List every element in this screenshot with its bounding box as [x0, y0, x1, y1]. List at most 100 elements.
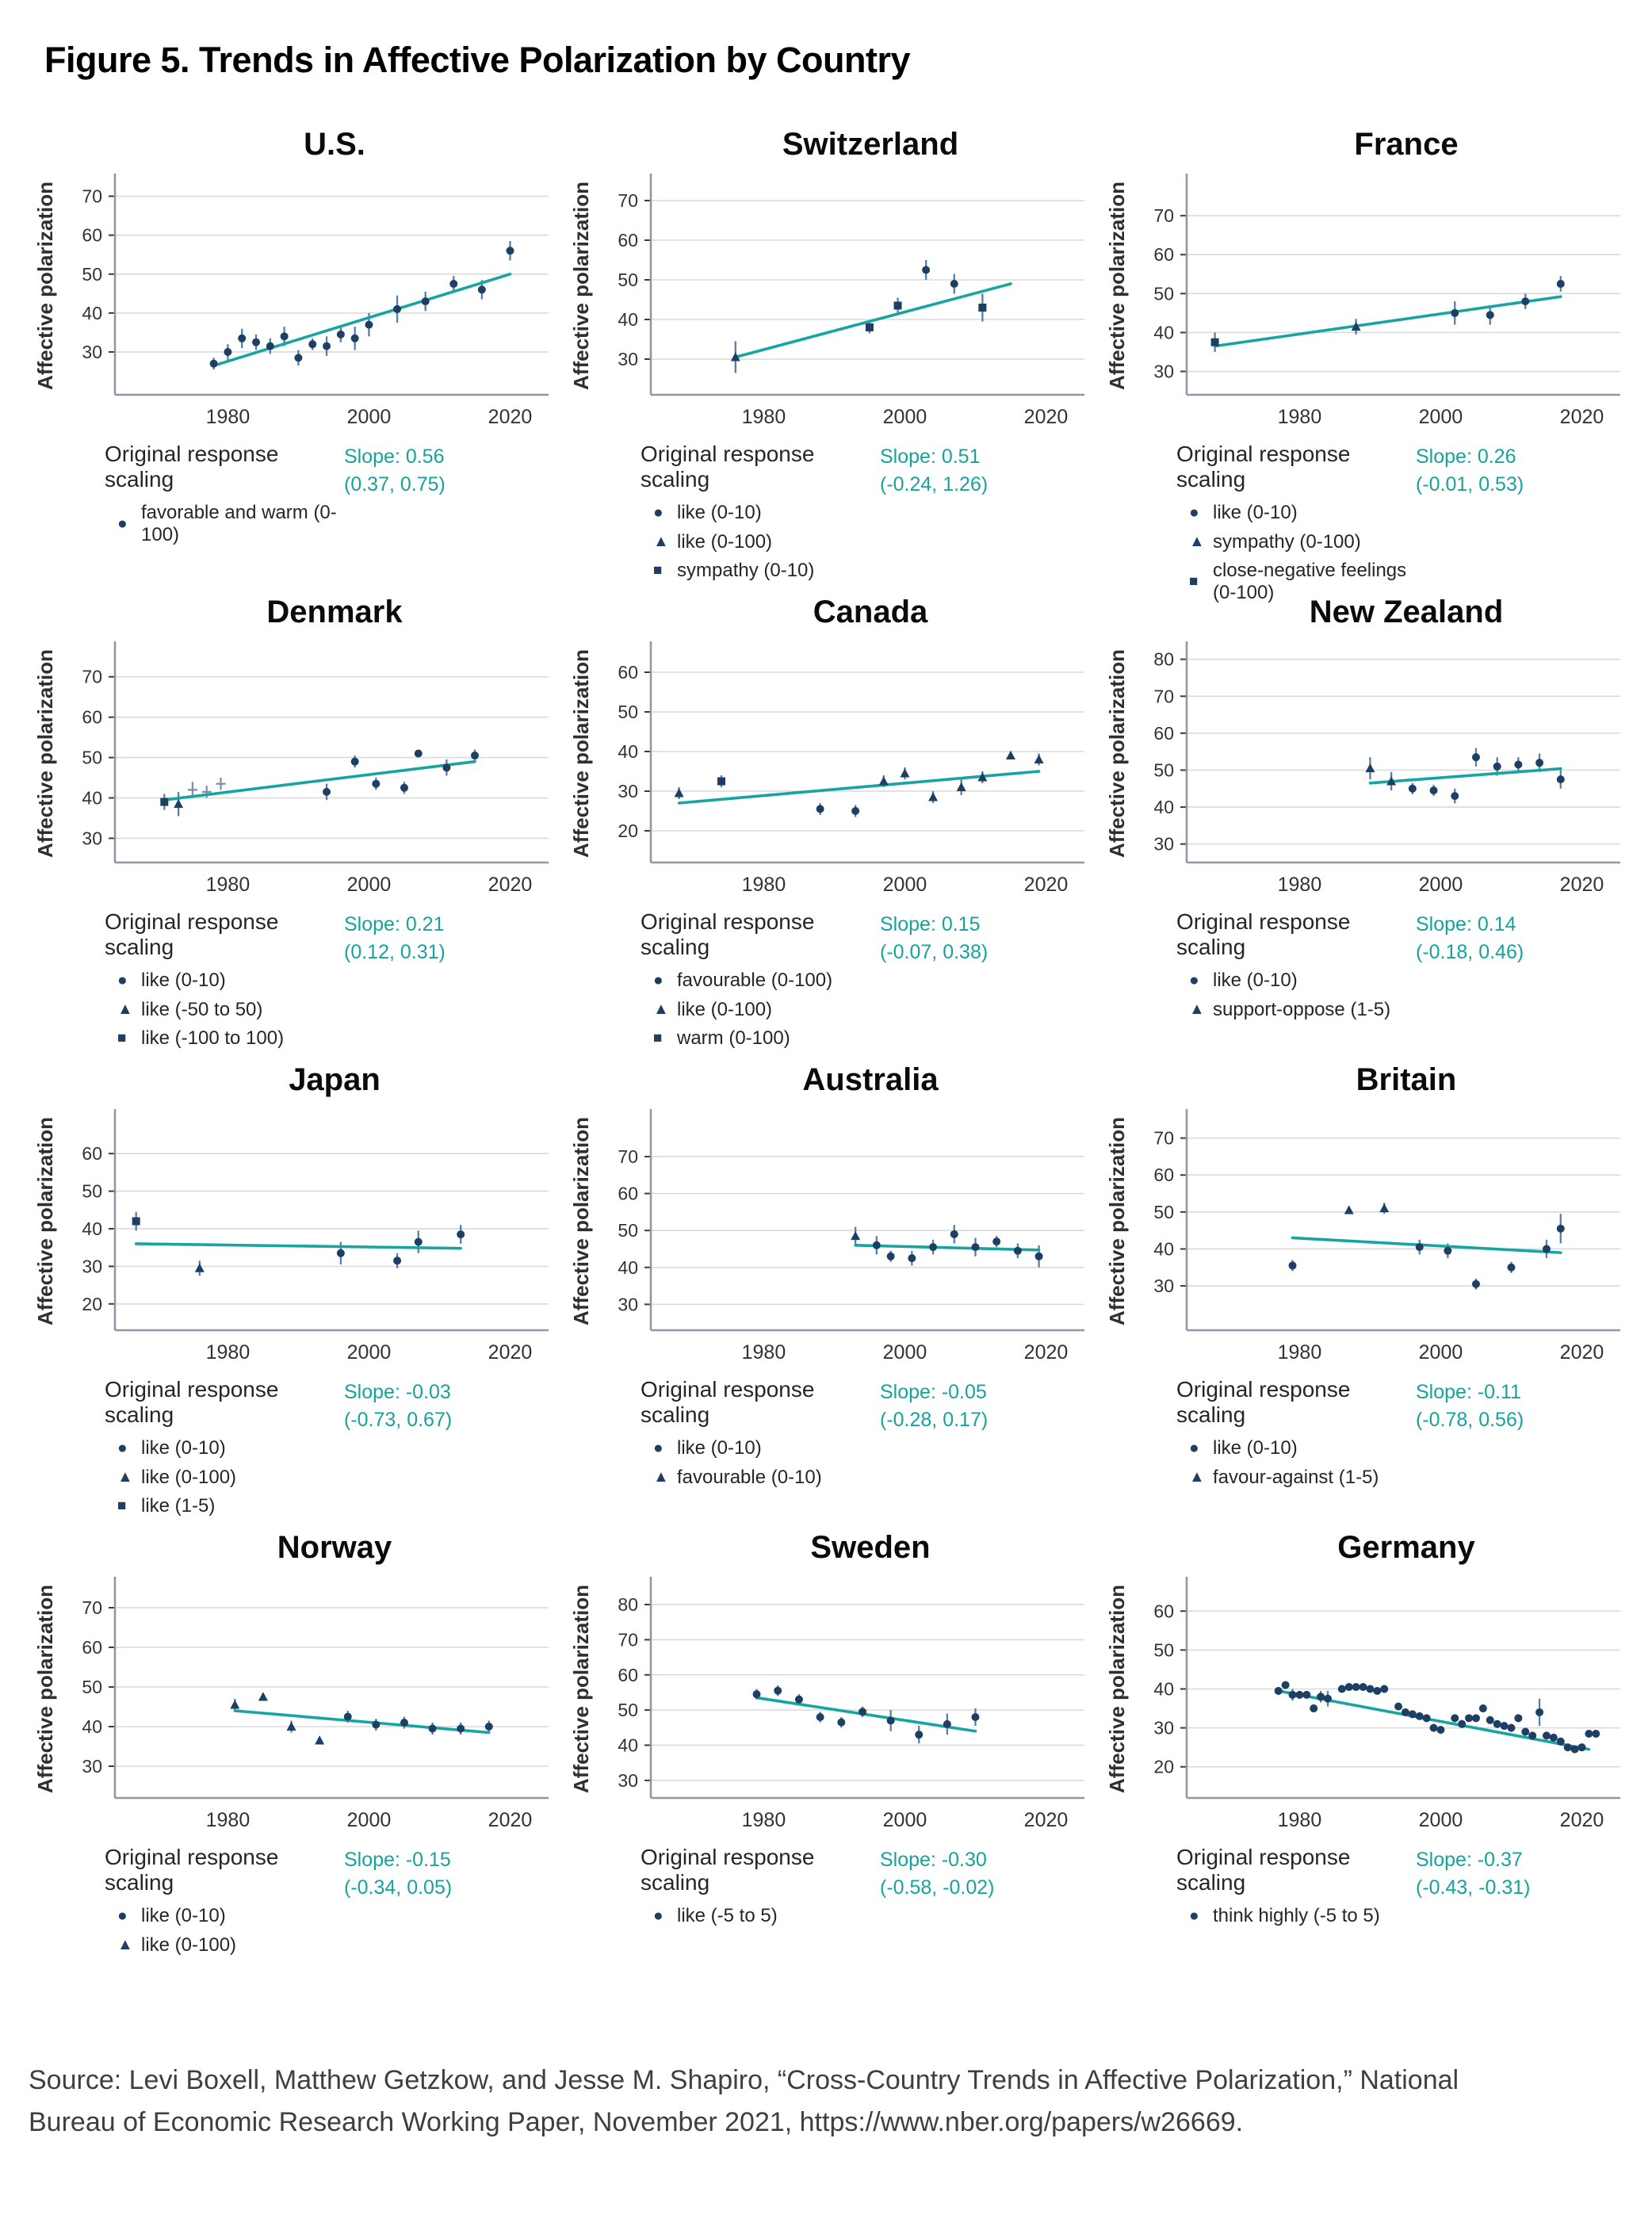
- x-tick-label: 2000: [1419, 874, 1463, 896]
- legend-row: Original response scaling ● like (0-10) ▲ li…: [32, 1845, 568, 1963]
- legend-item: ● like (0-10): [653, 502, 880, 524]
- data-point: [1451, 792, 1459, 801]
- y-tick-label: 50: [1153, 1639, 1174, 1660]
- data-point: [1507, 1723, 1516, 1732]
- legend-row: Original response scaling ● like (0-10) ▲ li…: [32, 1377, 568, 1524]
- data-point: [851, 1230, 861, 1241]
- data-point: [1514, 760, 1523, 769]
- figure-title: Figure 5. Trends in Affective Polarizati…: [44, 40, 911, 80]
- data-point: [908, 1254, 916, 1263]
- data-point: [343, 1712, 352, 1721]
- legend-items: ● favorable and warm (0-100): [105, 502, 344, 545]
- country-panel-switzerland: Switzerland 30 40 50 60 70 1980 2000 2020 Affecti…: [568, 122, 1103, 590]
- data-point: [977, 772, 988, 782]
- y-tick-label: 40: [618, 741, 638, 762]
- legend: Original response scaling ● like (0-10) ▲ fa…: [1176, 1377, 1416, 1495]
- data-point: [1444, 1246, 1452, 1255]
- x-tick-label: 2020: [488, 1341, 533, 1364]
- legend-row: Original response scaling ● think highly (…: [1103, 1845, 1639, 1934]
- y-tick-label: 40: [1153, 1238, 1174, 1259]
- slope-confidence-interval: (-0.78, 0.56): [1416, 1408, 1524, 1431]
- data-point: [294, 354, 303, 362]
- slope-confidence-interval: (0.12, 0.31): [344, 940, 446, 963]
- y-tick-label: 60: [618, 1665, 638, 1685]
- legend-item: ▲ like (0-100): [117, 1934, 344, 1957]
- data-point: [1005, 750, 1015, 759]
- country-panel-britain: Britain 30 40 50 60 70 1980 2000 2020 Affective p…: [1103, 1058, 1639, 1525]
- legend-item: ■ warm (0-100): [653, 1027, 880, 1050]
- legend-item-label: like (0-100): [677, 998, 773, 1020]
- triangle-marker-icon: ▲: [653, 1467, 669, 1486]
- data-point: [1521, 1727, 1530, 1736]
- y-tick-label: 40: [1153, 797, 1174, 817]
- y-tick-label: 50: [82, 1181, 102, 1202]
- slope-confidence-interval: (-0.18, 0.46): [1416, 940, 1524, 963]
- legend-item-label: like (0-10): [677, 502, 762, 523]
- circle-marker-icon: ●: [117, 1438, 128, 1457]
- y-tick-label: 70: [82, 186, 102, 207]
- trend-line: [854, 1243, 1041, 1252]
- slope-confidence-interval: (-0.34, 0.05): [344, 1876, 453, 1899]
- y-tick-label: 30: [1153, 1276, 1174, 1296]
- slope-value: Slope: -0.03: [344, 1381, 451, 1403]
- legend-row: Original response scaling ● favorable and …: [32, 442, 568, 553]
- x-tick-label: 1980: [742, 1341, 786, 1364]
- data-point: [449, 280, 458, 289]
- circle-marker-icon: ●: [117, 1906, 128, 1925]
- legend-item-label: like (0-100): [141, 1934, 237, 1956]
- y-tick-label: 50: [82, 748, 102, 768]
- data-point: [1317, 1693, 1325, 1701]
- data-point: [752, 1690, 761, 1699]
- data-point: [1310, 1704, 1318, 1713]
- data-point: [308, 340, 317, 349]
- y-tick-label: 60: [82, 1143, 102, 1164]
- legend-item-label: favorable and warm (0-100): [141, 502, 337, 545]
- data-point: [922, 266, 931, 274]
- data-point: [238, 334, 247, 342]
- x-tick-label: 2020: [1560, 1809, 1604, 1831]
- data-point: [1528, 1731, 1537, 1740]
- x-tick-label: 2000: [1419, 406, 1463, 428]
- data-point: [286, 1721, 296, 1731]
- slope-value: Slope: -0.15: [344, 1849, 451, 1871]
- legend: Original response scaling ● like (0-10) ▲ fa…: [641, 1377, 880, 1495]
- circle-marker-icon: ●: [117, 514, 128, 533]
- data-point: [477, 285, 486, 294]
- slope-confidence-interval: (-0.07, 0.38): [880, 940, 989, 963]
- legend: Original response scaling ● like (-5 to 5): [641, 1845, 880, 1934]
- data-point: [230, 1700, 240, 1709]
- x-tick-label: 2000: [347, 1341, 392, 1364]
- data-point: [224, 347, 232, 356]
- x-tick-label: 1980: [742, 406, 786, 428]
- legend-item-label: sympathy (0-100): [1213, 530, 1361, 553]
- triangle-marker-icon: ▲: [653, 532, 669, 550]
- scatter-plot-germany: 20 30 40 50 60 1980 2000 2020 Affective polariza…: [1105, 1577, 1620, 1831]
- data-point: [1337, 1685, 1346, 1693]
- y-axis-label: Affective polarization: [1105, 649, 1129, 858]
- data-point: [457, 1230, 465, 1239]
- data-point: [1514, 1714, 1523, 1723]
- slope-annotation: Slope: 0.14 (-0.18, 0.46): [1416, 909, 1606, 1027]
- y-tick-label: 50: [1153, 759, 1174, 780]
- x-tick-label: 2000: [1419, 1341, 1463, 1364]
- legend-item-label: like (0-10): [1213, 1437, 1298, 1459]
- data-point: [1210, 338, 1219, 346]
- square-marker-icon: ■: [653, 1030, 663, 1047]
- circle-marker-icon: ●: [1189, 1438, 1199, 1457]
- data-point: [886, 1716, 895, 1725]
- chart-country-title: Canada: [813, 595, 928, 629]
- data-point: [1034, 1252, 1043, 1260]
- y-tick-label: 80: [618, 1594, 638, 1615]
- data-point: [506, 247, 514, 255]
- trend-line: [1213, 295, 1562, 348]
- data-point: [414, 749, 423, 758]
- y-tick-label: 50: [1153, 1202, 1174, 1222]
- data-point: [1274, 1686, 1283, 1695]
- data-point: [365, 320, 373, 329]
- country-panel-u-s: U.S. 30 40 50 60 70 1980 2000 2020 Affective pola…: [32, 122, 568, 590]
- legend-item-label: like (0-100): [141, 1466, 237, 1488]
- data-point: [1436, 1726, 1445, 1735]
- legend: Original response scaling ● like (0-10) ▲ sy…: [1176, 442, 1416, 610]
- data-point: [1493, 1719, 1501, 1728]
- legend-item: ■ sympathy (0-10): [653, 560, 880, 582]
